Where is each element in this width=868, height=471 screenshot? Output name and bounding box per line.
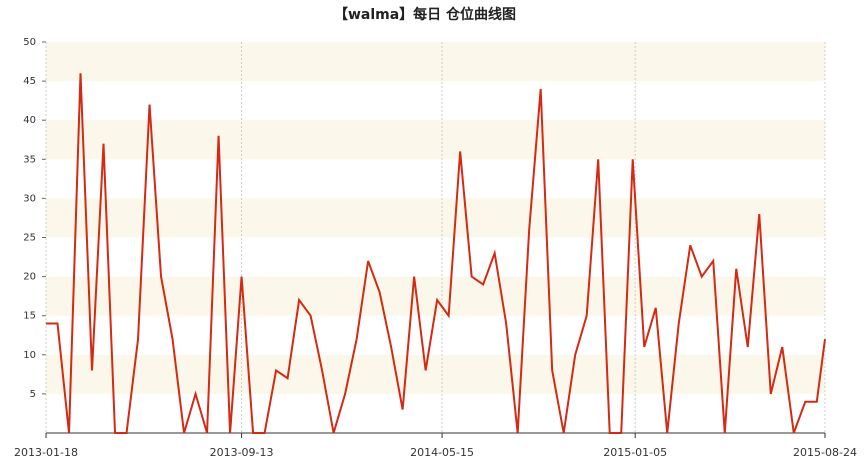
x-tick-label: 2014-05-15 [410,446,474,459]
x-tick-label: 2013-09-13 [210,446,274,459]
y-tick-label: 40 [23,115,36,126]
y-tick-label: 35 [23,154,36,165]
y-tick-label: 20 [23,272,36,283]
x-tick-label: 2015-01-05 [603,446,667,459]
x-tick-label: 2013-01-18 [14,446,78,459]
chart-title: 【walma】每日 仓位曲线图 [334,6,516,23]
y-tick-label: 5 [30,389,36,400]
grid-band [46,42,825,82]
grid-band [46,354,825,394]
data-line [46,73,826,434]
y-tick-label: 10 [23,350,36,361]
y-tick-label: 25 [23,233,36,244]
y-tick-label: 15 [23,311,36,322]
y-tick-label: 45 [23,76,36,87]
y-tick-label: 50 [23,37,36,48]
grid-band [46,120,825,160]
grid-band [46,198,825,238]
x-tick-label: 2015-08-24 [793,446,857,459]
y-tick-label: 30 [23,193,36,204]
